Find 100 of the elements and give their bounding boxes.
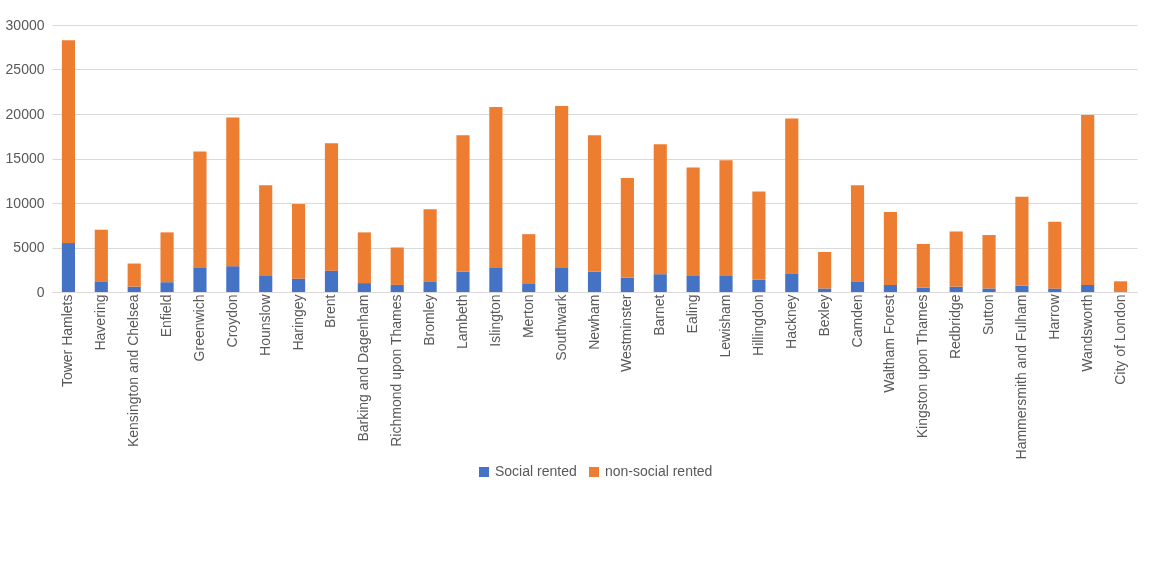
bar [193, 151, 207, 268]
bar [489, 106, 503, 268]
y-tick-label: 10000 [5, 194, 45, 211]
bar [949, 286, 963, 292]
x-tick-label: Redbridge [947, 294, 964, 360]
x-tick-label: Havering [92, 294, 109, 351]
bar [489, 267, 503, 292]
bar [127, 286, 141, 292]
bar [456, 271, 470, 292]
x-tick-label: Hackney [782, 294, 799, 349]
bar [719, 275, 733, 292]
bar [785, 118, 799, 274]
bar [620, 178, 634, 278]
x-tick-label: Richmond upon Thames [388, 294, 405, 447]
bar [1015, 196, 1029, 286]
bar [193, 267, 207, 292]
bar [818, 251, 832, 289]
bar [1081, 284, 1095, 292]
x-tick-label: Merton [519, 294, 536, 339]
bar [982, 235, 996, 289]
bar [883, 211, 897, 285]
bar [324, 270, 339, 292]
bar [653, 144, 667, 275]
bar [423, 281, 437, 292]
x-tick-label: Kensington and Chelsea [125, 294, 142, 448]
bar [850, 281, 865, 292]
x-tick-label: Hammersmith and Fulham [1012, 294, 1029, 460]
x-tick-label: Barnet [651, 294, 668, 336]
bar [686, 167, 700, 276]
bar [292, 203, 306, 279]
x-tick-label: Bromley [421, 294, 438, 346]
bar [522, 283, 536, 292]
y-tick-label: 25000 [5, 61, 45, 77]
x-tick-label: Tower Hamlets [59, 294, 76, 388]
x-tick-label: Harrow [1045, 293, 1062, 340]
bar [752, 191, 766, 280]
bar [719, 160, 733, 276]
bar [226, 117, 240, 267]
bar [160, 282, 174, 292]
bar [226, 266, 240, 292]
x-tick-label: Lewisham [717, 294, 734, 358]
x-tick-label: Lambeth [453, 294, 470, 349]
legend-label: non-social rented [605, 463, 713, 479]
bar [982, 288, 996, 292]
bar [1048, 288, 1062, 292]
bar [292, 278, 306, 292]
bar [1048, 221, 1062, 289]
bar [94, 229, 108, 282]
bar [423, 209, 437, 282]
bar [1015, 285, 1029, 292]
bar [61, 40, 76, 244]
x-tick-label: Haringey [289, 294, 306, 351]
bar [850, 185, 865, 282]
x-tick-label: Bexley [815, 294, 832, 337]
bar [686, 275, 700, 292]
x-tick-label: Greenwich [190, 294, 207, 362]
x-tick-label: Wandsworth [1078, 294, 1095, 372]
bar [259, 185, 273, 276]
x-tick-label: Newham [585, 294, 602, 350]
bar [883, 284, 897, 292]
bar [653, 274, 667, 292]
bar [587, 271, 602, 292]
bar [390, 247, 404, 285]
bar [916, 243, 930, 288]
bar [160, 232, 174, 283]
bar [587, 135, 602, 272]
bar [949, 231, 963, 287]
bar [555, 267, 569, 292]
y-tick-label: 20000 [5, 105, 45, 122]
x-tick-label: Islington [486, 294, 503, 347]
x-tick-label: Camden [848, 294, 865, 348]
bar [785, 273, 799, 292]
x-tick-label: Enfield [158, 294, 175, 338]
bar [127, 263, 141, 287]
bar [390, 284, 404, 292]
x-tick-label: Brent [322, 294, 339, 328]
x-tick-label: Sutton [980, 294, 997, 335]
bar [61, 243, 76, 292]
bar [1081, 114, 1095, 285]
y-tick-label: 5000 [13, 239, 45, 255]
bar [94, 281, 108, 292]
bar [456, 135, 470, 272]
bar [1113, 281, 1128, 292]
x-tick-label: Kingston upon Thames [914, 294, 931, 439]
y-tick-label: 0 [36, 283, 45, 300]
x-tick-label: Westminster [618, 294, 635, 373]
y-tick-label: 15000 [5, 150, 45, 166]
x-tick-label: Barking and Dagenham [355, 294, 372, 442]
x-tick-label: Southwark [552, 293, 569, 361]
bar [620, 277, 634, 292]
bar [259, 275, 273, 292]
x-tick-label: Hounslow [256, 293, 273, 356]
x-tick-label: City of London [1111, 294, 1128, 385]
bar [357, 283, 371, 292]
legend-label: Social rented [495, 463, 577, 479]
bar [752, 279, 766, 292]
bar [522, 234, 536, 284]
x-tick-label: Ealing [684, 294, 701, 334]
bar [324, 143, 339, 271]
y-tick-label: 30000 [5, 16, 45, 33]
